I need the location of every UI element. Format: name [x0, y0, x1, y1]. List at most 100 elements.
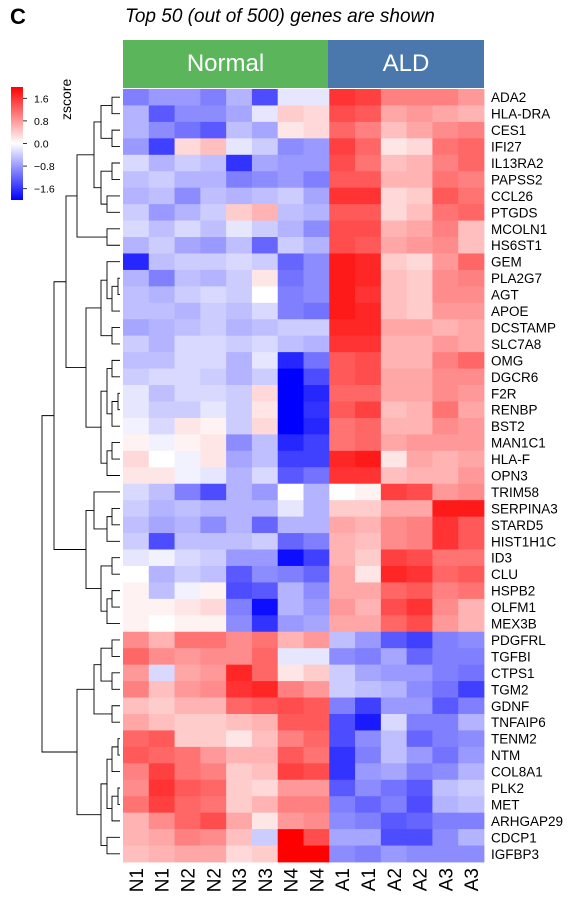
heatmap-cell: [355, 319, 382, 337]
heatmap-cell: [406, 89, 433, 106]
heatmap-cell: [406, 829, 433, 846]
heatmap-cell: [380, 467, 408, 485]
dendrogram-branch: [106, 758, 112, 809]
heatmap-cell: [303, 237, 330, 254]
dendrogram-branch: [41, 415, 77, 753]
heatmap-cell: [329, 779, 356, 797]
heatmap-cell: [277, 171, 304, 189]
heatmap-cell: [432, 269, 459, 287]
heatmap-cell: [148, 89, 175, 106]
heatmap-cell: [406, 417, 433, 435]
dendrogram-branch: [111, 639, 120, 657]
heatmap-cell: [226, 565, 253, 583]
heatmap-cell: [329, 549, 356, 567]
heatmap-cell: [174, 121, 201, 139]
heatmap-cell: [406, 549, 433, 567]
heatmap-cell: [355, 450, 382, 468]
heatmap-cell: [226, 253, 253, 271]
heatmap-cell: [329, 565, 356, 583]
dendrogram-branch: [111, 795, 120, 822]
heatmap-cell: [406, 352, 433, 369]
heatmap-cell: [458, 582, 485, 600]
heatmap-cell: [123, 500, 150, 518]
heatmap-cell: [251, 269, 279, 287]
heatmap-cell: [148, 681, 175, 698]
heatmap-cell: [123, 237, 150, 254]
heatmap-cell: [226, 533, 253, 550]
heatmap-cell: [303, 516, 330, 534]
row-label: CES1: [491, 123, 526, 138]
row-label: SERPINA3: [491, 501, 558, 516]
heatmap-cell: [123, 302, 150, 320]
heatmap-cell: [458, 171, 485, 189]
heatmap-cell: [123, 89, 150, 106]
heatmap-cell: [200, 220, 227, 238]
heatmap-cell: [380, 500, 408, 518]
heatmap-cell: [174, 549, 201, 567]
heatmap-cell: [432, 681, 459, 698]
heatmap-cell: [251, 401, 279, 419]
row-label: HLA-F: [491, 452, 530, 467]
heatmap-cell: [329, 829, 356, 846]
heatmap-cell: [355, 467, 382, 485]
heatmap-cell: [329, 467, 356, 485]
dendrogram-branch: [111, 507, 120, 526]
heatmap-cell: [174, 746, 201, 764]
row-label: TENM2: [491, 732, 537, 747]
heatmap-cell: [174, 417, 201, 435]
heatmap-cell: [226, 302, 253, 320]
heatmap-cell: [303, 121, 330, 139]
heatmap-cell: [458, 779, 485, 797]
heatmap-cell: [355, 598, 382, 616]
heatmap-cell: [303, 730, 330, 748]
heatmap-cell: [380, 187, 408, 205]
heatmap-cell: [355, 237, 382, 254]
heatmap-cell: [355, 171, 382, 189]
heatmap-cell: [329, 187, 356, 205]
heatmap-cell: [380, 401, 408, 419]
panel-letter: C: [10, 4, 26, 29]
row-label: SLC7A8: [491, 337, 541, 352]
dendrogram-branch: [53, 281, 86, 550]
heatmap-cell: [123, 368, 150, 386]
heatmap-cell: [329, 385, 356, 402]
heatmap-cell: [200, 681, 227, 698]
heatmap-cell: [303, 500, 330, 518]
row-label: OLFM1: [491, 600, 536, 615]
heatmap-cell: [123, 335, 150, 353]
column-label: A2: [411, 868, 432, 891]
heatmap-cell: [303, 631, 330, 649]
heatmap-cell: [432, 105, 459, 123]
row-label: IL13RA2: [491, 156, 544, 171]
heatmap-cell: [406, 615, 433, 633]
heatmap-cell: [277, 417, 304, 435]
heatmap-cell: [148, 220, 175, 238]
heatmap-cell: [303, 335, 330, 353]
row-label: HIST1H1C: [491, 534, 557, 549]
heatmap-cell: [200, 335, 227, 353]
heatmap-cell: [226, 812, 253, 830]
heatmap-cell: [303, 713, 330, 731]
heatmap-cell: [148, 253, 175, 271]
heatmap-cell: [329, 483, 356, 501]
group-label-normal: Normal: [123, 40, 328, 88]
heatmap-cell: [226, 204, 253, 221]
heatmap-cell: [277, 269, 304, 287]
column-label: N4: [282, 868, 303, 893]
column-label: A1: [333, 868, 354, 891]
heatmap-cell: [432, 730, 459, 748]
heatmap-cell: [432, 829, 459, 846]
heatmap-cell: [329, 121, 356, 139]
heatmap-cell: [432, 812, 459, 830]
heatmap-cell: [148, 352, 175, 369]
row-label: PDGFRL: [491, 633, 546, 648]
heatmap-cell: [174, 483, 201, 501]
dendrogram-branch: [106, 228, 120, 246]
heatmap-cell: [251, 171, 279, 189]
heatmap-cell: [432, 417, 459, 435]
heatmap-cell: [123, 417, 150, 435]
heatmap-cell: [200, 302, 227, 320]
heatmap-cell: [200, 713, 227, 731]
heatmap-cell: [277, 631, 304, 649]
